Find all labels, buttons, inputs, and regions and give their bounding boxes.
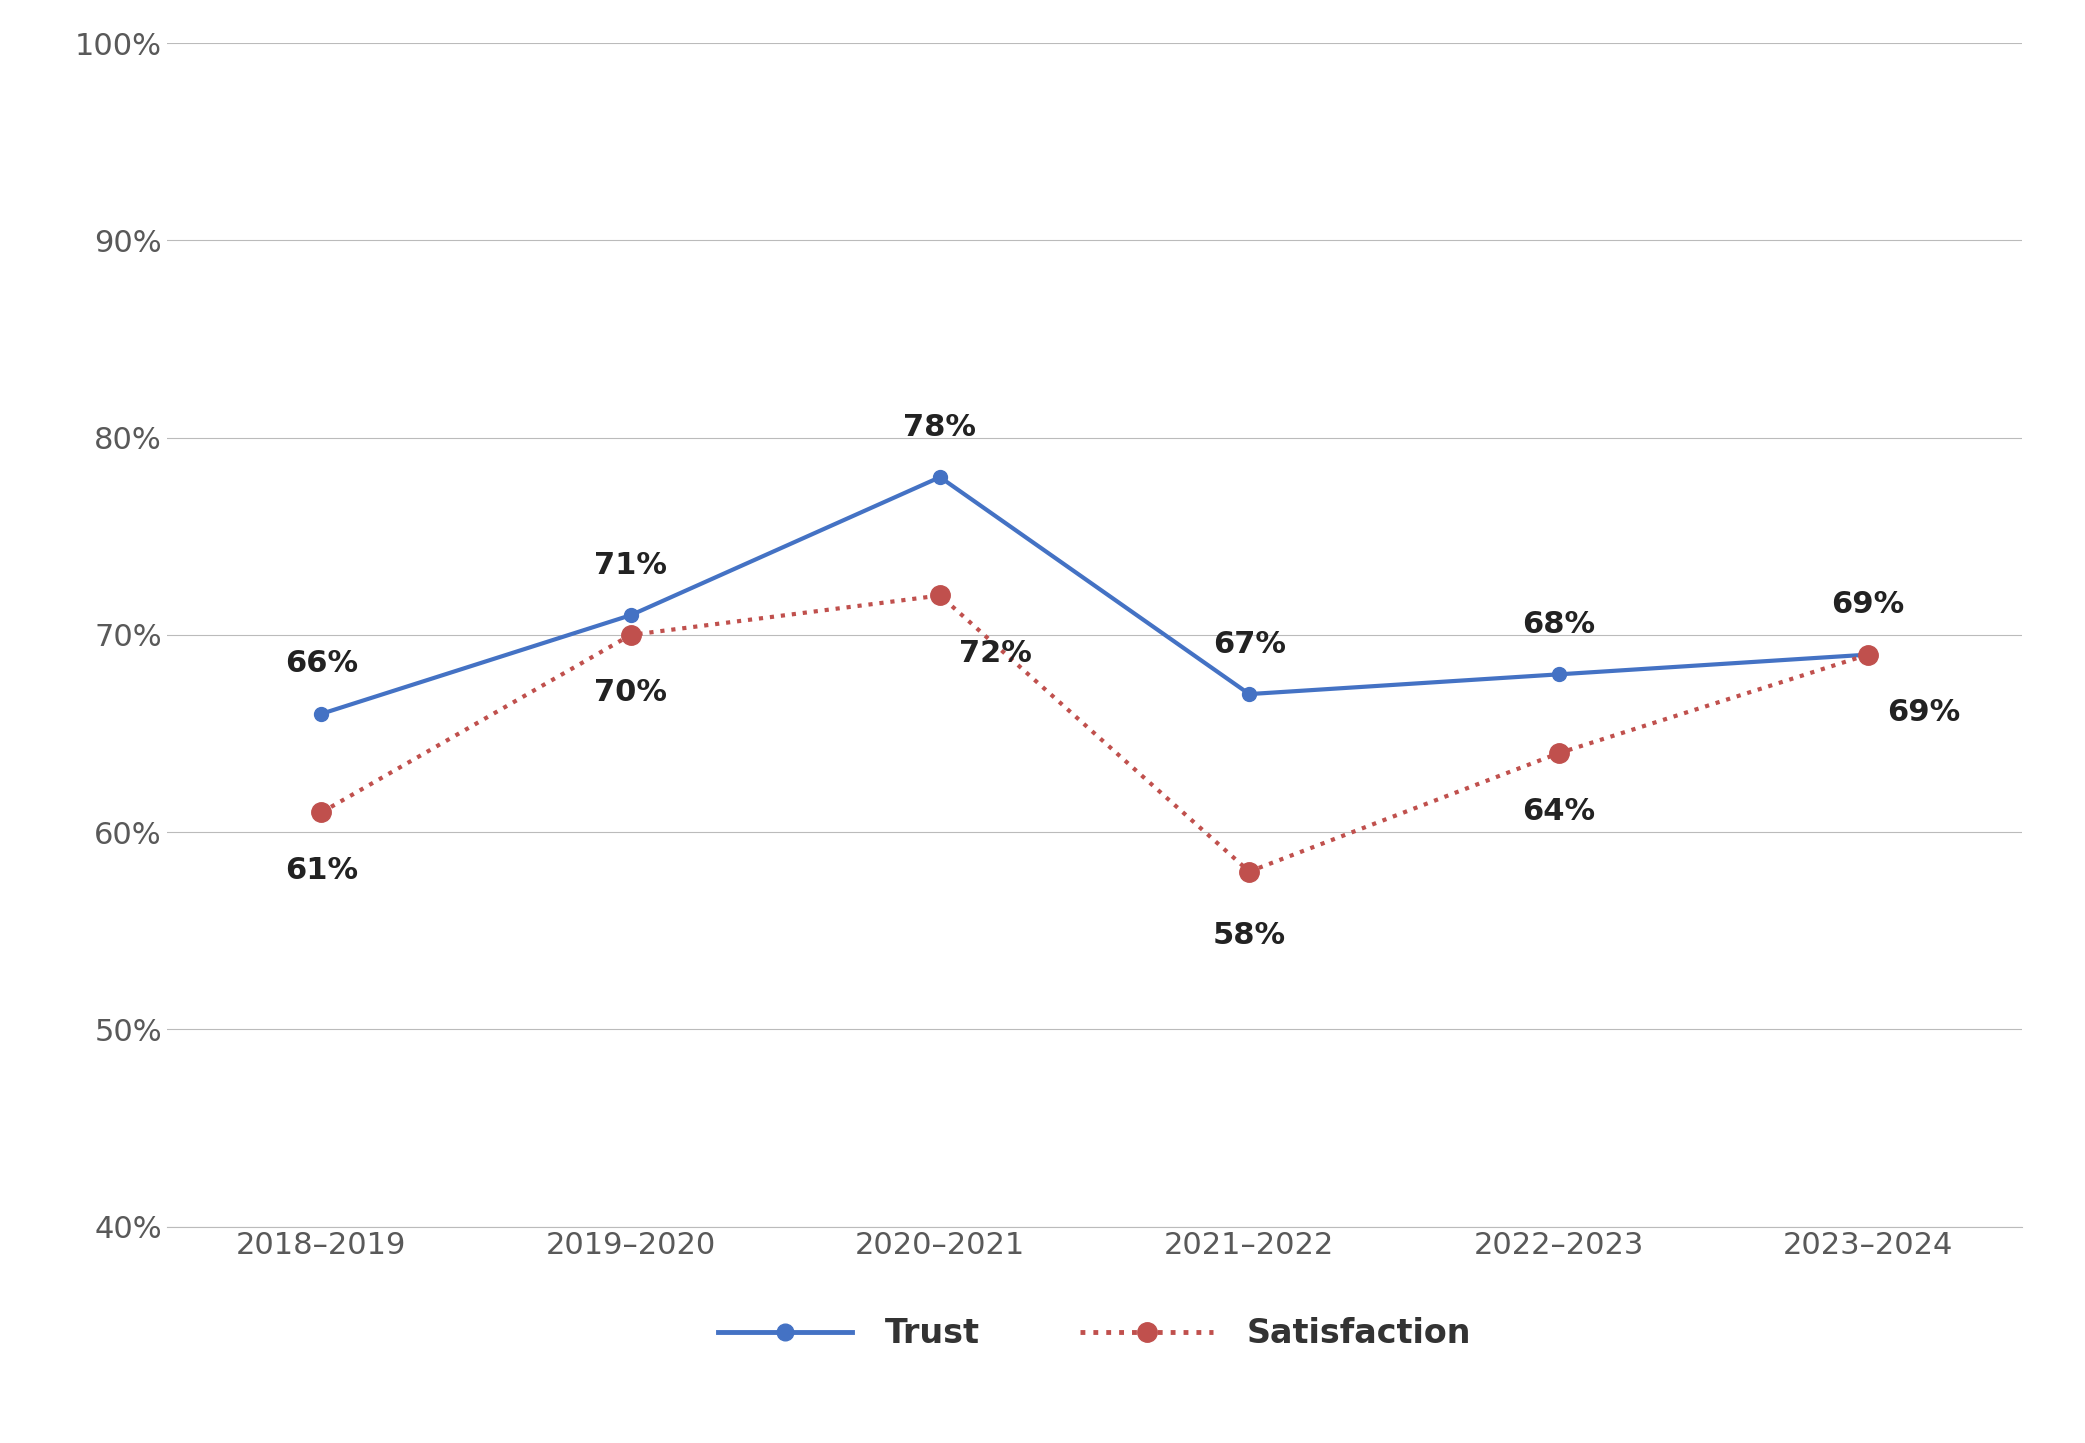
Text: 69%: 69% bbox=[1887, 698, 1960, 727]
Trust bbox=[617, 606, 642, 623]
Text: 69%: 69% bbox=[1831, 590, 1904, 619]
Text: 71%: 71% bbox=[594, 551, 667, 580]
Satisfaction bbox=[309, 804, 334, 821]
Text: 68%: 68% bbox=[1522, 610, 1595, 639]
Legend: Trust, Satisfaction: Trust, Satisfaction bbox=[705, 1304, 1485, 1364]
Satisfaction bbox=[1545, 745, 1572, 762]
Trust bbox=[309, 706, 334, 723]
Trust bbox=[1236, 685, 1261, 703]
Line: Trust: Trust bbox=[315, 470, 1874, 720]
Line: Satisfaction: Satisfaction bbox=[313, 586, 1876, 882]
Satisfaction bbox=[1856, 646, 1881, 664]
Text: 67%: 67% bbox=[1213, 629, 1286, 658]
Text: 61%: 61% bbox=[286, 856, 359, 885]
Text: 58%: 58% bbox=[1213, 921, 1286, 949]
Trust bbox=[1545, 665, 1572, 683]
Text: 72%: 72% bbox=[959, 639, 1032, 668]
Text: 70%: 70% bbox=[594, 678, 667, 707]
Satisfaction bbox=[1236, 863, 1261, 880]
Trust bbox=[1856, 646, 1881, 664]
Trust bbox=[928, 469, 953, 486]
Text: 64%: 64% bbox=[1522, 797, 1595, 825]
Text: 78%: 78% bbox=[903, 413, 976, 442]
Text: 66%: 66% bbox=[286, 649, 359, 678]
Satisfaction bbox=[617, 626, 642, 644]
Satisfaction bbox=[928, 587, 953, 605]
